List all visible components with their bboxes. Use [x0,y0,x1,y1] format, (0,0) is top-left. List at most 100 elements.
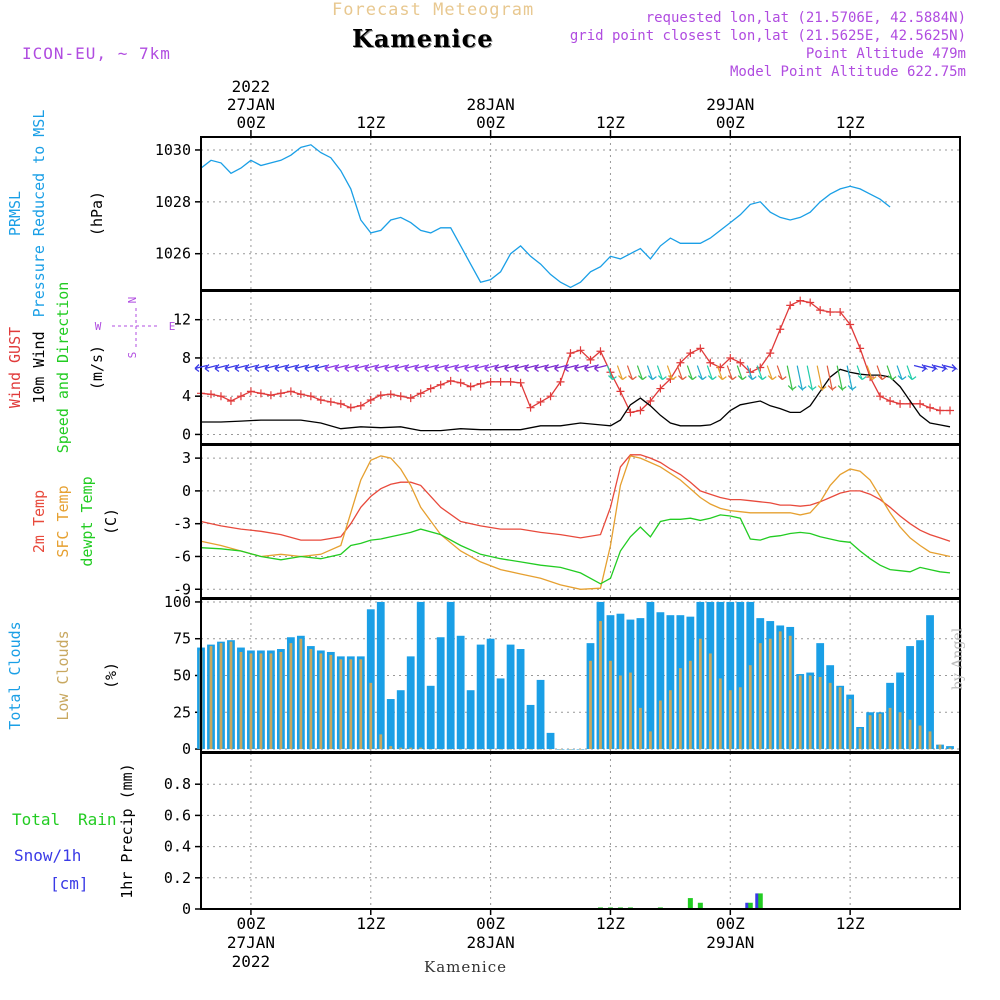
wind-arrow [716,365,727,381]
low-cloud-bar [429,749,433,750]
low-cloud-bar [778,631,782,750]
wind-arrow [706,365,717,381]
wind-arrow [666,365,677,381]
low-cloud-bar [688,660,692,750]
top-date-label: 29JAN [706,95,754,114]
wind-ylabel: 10m Wind [30,331,48,403]
wind-arrow [364,364,377,373]
compass-north: N [126,297,139,304]
bottom-time-label: 00Z [236,914,265,933]
low-cloud-bar [599,621,602,750]
wind-arrow [746,365,757,381]
wind-arrow [494,364,507,373]
wind-ylabel: Speed and Direction [54,282,72,454]
low-cloud-bar [529,749,532,750]
clouds-ylabel: Total Clouds [6,621,24,729]
gust-point [326,397,335,406]
wind-arrow [886,365,897,381]
total-cloud-bar [416,601,425,750]
low-cloud-bar [828,682,832,750]
gust-point [916,399,925,408]
low-cloud-bar [708,653,712,750]
point-altitude: Point Altitude 479m [805,46,966,62]
low-cloud-bar [229,641,233,750]
precip-ytick-label: 0.4 [164,838,191,856]
wind-arrow [923,364,939,373]
wind-arrow [816,365,827,392]
total-cloud-bar [716,601,725,750]
temperature-ylabel: SFC Temp [54,485,72,557]
rain-bar [757,893,763,909]
low-cloud-bar [459,749,463,750]
low-cloud-bar [649,731,652,750]
top-time-label: 00Z [236,113,265,132]
total-cloud-bar [726,601,735,750]
wind-arrow [414,364,427,373]
low-cloud-bar [619,675,622,750]
temperature-ytick-label: -3 [173,515,191,533]
wind-arrow [826,365,837,392]
wind-arrow [736,365,747,381]
top-time-label: 00Z [716,113,745,132]
snow-bar [755,893,759,909]
pressure-ylabel: PRMSL [6,191,24,236]
wind-arrow [524,364,537,373]
gust-point [656,384,665,393]
low-cloud-bar [319,653,323,750]
total-cloud-bar [906,646,914,750]
temperature-series-sfc-temp [200,455,951,590]
wind-arrow [474,364,487,373]
low-cloud-bar [559,749,562,750]
gust-point [426,384,435,393]
wind-arrow [626,365,637,381]
total-cloud-bar [476,644,485,750]
wind-arrow [484,364,497,373]
wind-arrow [856,365,867,381]
low-cloud-bar [738,687,742,750]
wind-arrow [204,364,218,373]
wind-unit: (m/s) [88,345,106,390]
gust-point [216,392,225,401]
gust-point [336,399,345,408]
gust-point [416,389,425,398]
gust-point [586,355,595,364]
wind-arrow [224,364,238,373]
wind-arrow [514,364,527,373]
grid-point-coords: grid point closest lon,lat (21.5625E, 42… [569,28,966,44]
low-cloud-bar [419,747,423,750]
low-cloud-bar [449,749,453,750]
gust-point [546,392,555,401]
low-cloud-bar [549,749,552,750]
wind-arrow [766,365,777,381]
temperature-ytick-label: -9 [173,580,191,598]
gust-point [886,396,895,405]
low-cloud-bar [758,643,762,750]
wind-arrow [244,364,258,373]
low-cloud-bar [609,660,612,750]
gust-point [736,358,745,367]
gust-point [446,376,455,385]
low-cloud-bar [269,653,273,750]
gust-point [856,344,865,353]
wind-arrow [424,364,437,373]
wind-arrow [544,364,557,373]
low-cloud-bar [279,651,283,750]
low-cloud-bar [788,635,792,750]
low-cloud-bar [219,643,223,750]
total-cloud-bar [386,699,395,750]
gust-point [506,377,515,386]
low-cloud-bar [589,660,592,750]
gust-point [536,397,545,406]
pressure-ytick-label: 1028 [155,193,191,211]
wind-ylabel: Wind GUST [6,327,24,408]
low-cloud-bar [539,749,542,750]
clouds-ytick-label: 100 [164,593,191,611]
low-cloud-bar [908,719,912,750]
low-cloud-bar [289,643,293,750]
temperature-series-2m-temp [200,454,951,542]
gust-point [836,308,845,317]
total-cloud-bar [896,672,904,750]
wind-arrow [806,365,817,392]
wind-arrow [796,365,807,392]
